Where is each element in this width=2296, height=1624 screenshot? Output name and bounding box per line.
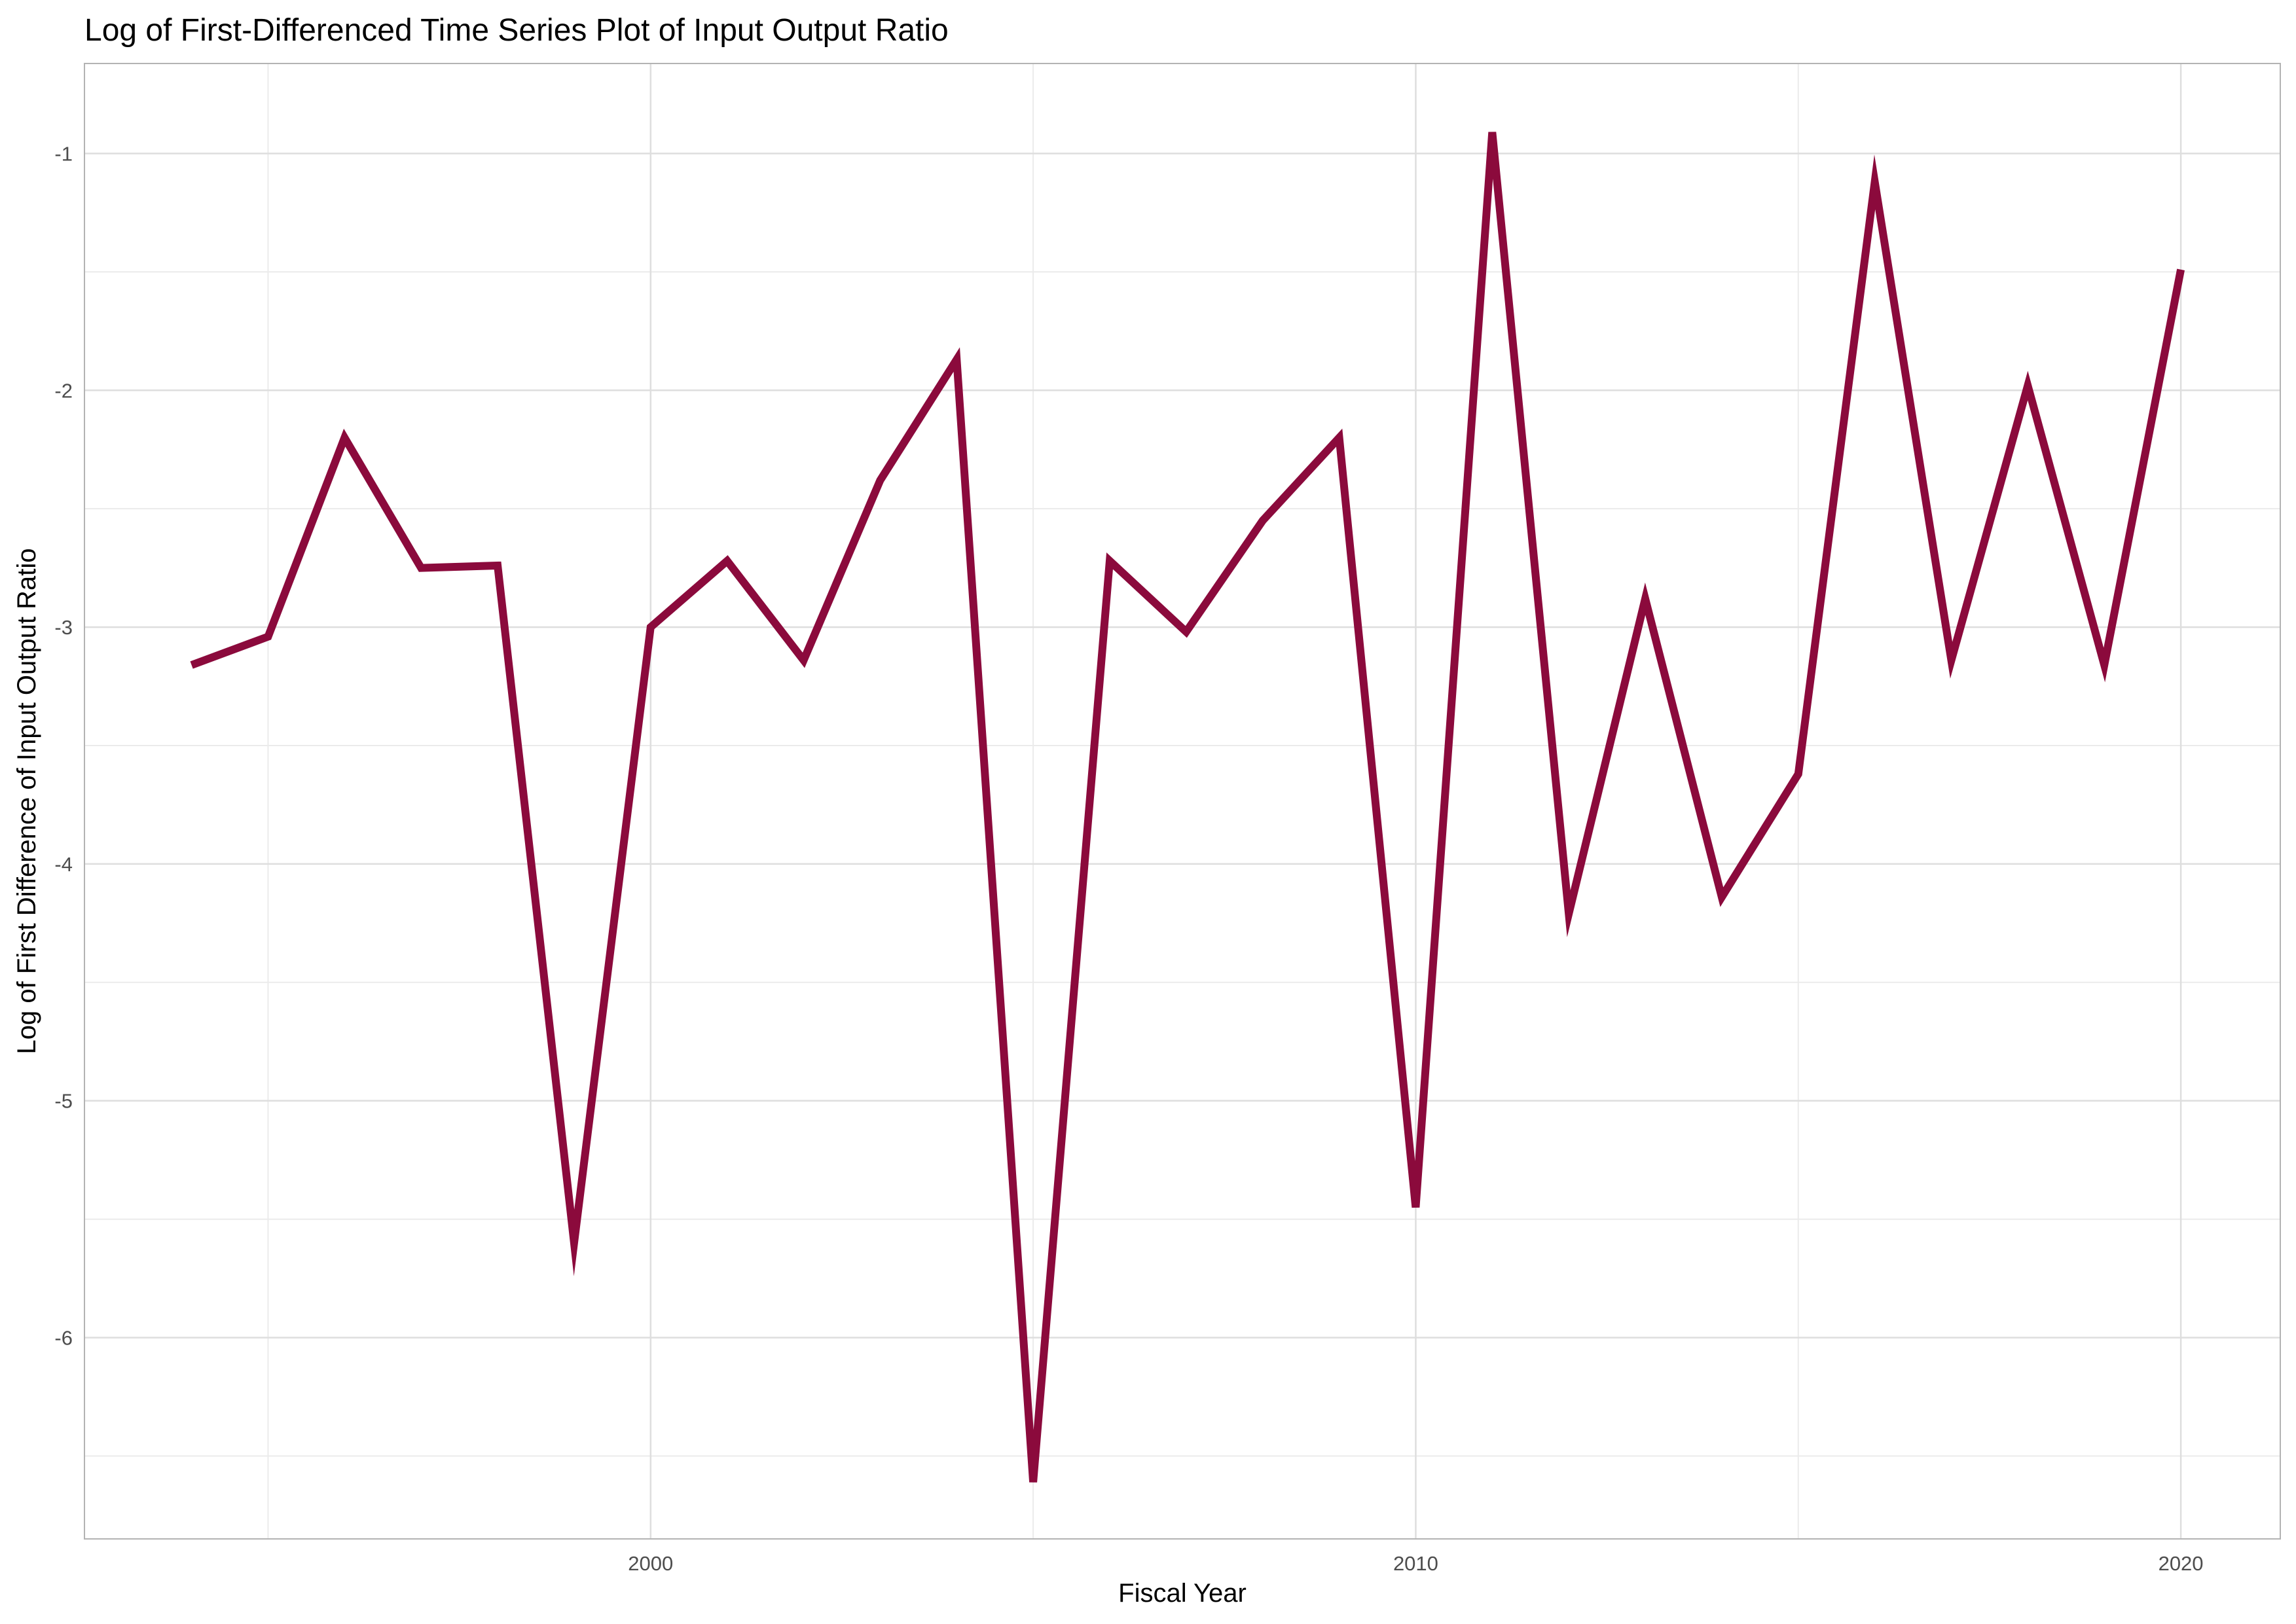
major-gridlines (84, 63, 2280, 1539)
x-axis-title: Fiscal Year (1118, 1579, 1247, 1608)
minor-gridlines (84, 63, 2280, 1539)
x-tick-label: 2000 (628, 1552, 673, 1575)
y-tick-label: -4 (54, 853, 73, 876)
series-group (190, 132, 2185, 1483)
series-line (190, 132, 2185, 1483)
x-tick-label: 2010 (1393, 1552, 1438, 1575)
x-tick-label: 2020 (2159, 1552, 2204, 1575)
y-tick-label: -5 (54, 1090, 73, 1113)
y-tick-labels: -1 -2 -3 -4 -5 -6 (54, 142, 73, 1349)
y-tick-label: -3 (54, 616, 73, 639)
y-tick-label: -2 (54, 379, 73, 402)
y-tick-label: -6 (54, 1326, 73, 1349)
x-tick-labels: 2000 2010 2020 (628, 1552, 2203, 1575)
y-tick-label: -1 (54, 142, 73, 165)
chart-title: Log of First-Differenced Time Series Plo… (84, 13, 949, 48)
plot-panel-border (84, 63, 2281, 1540)
y-axis-title: Log of First Difference of Input Output … (12, 548, 41, 1054)
